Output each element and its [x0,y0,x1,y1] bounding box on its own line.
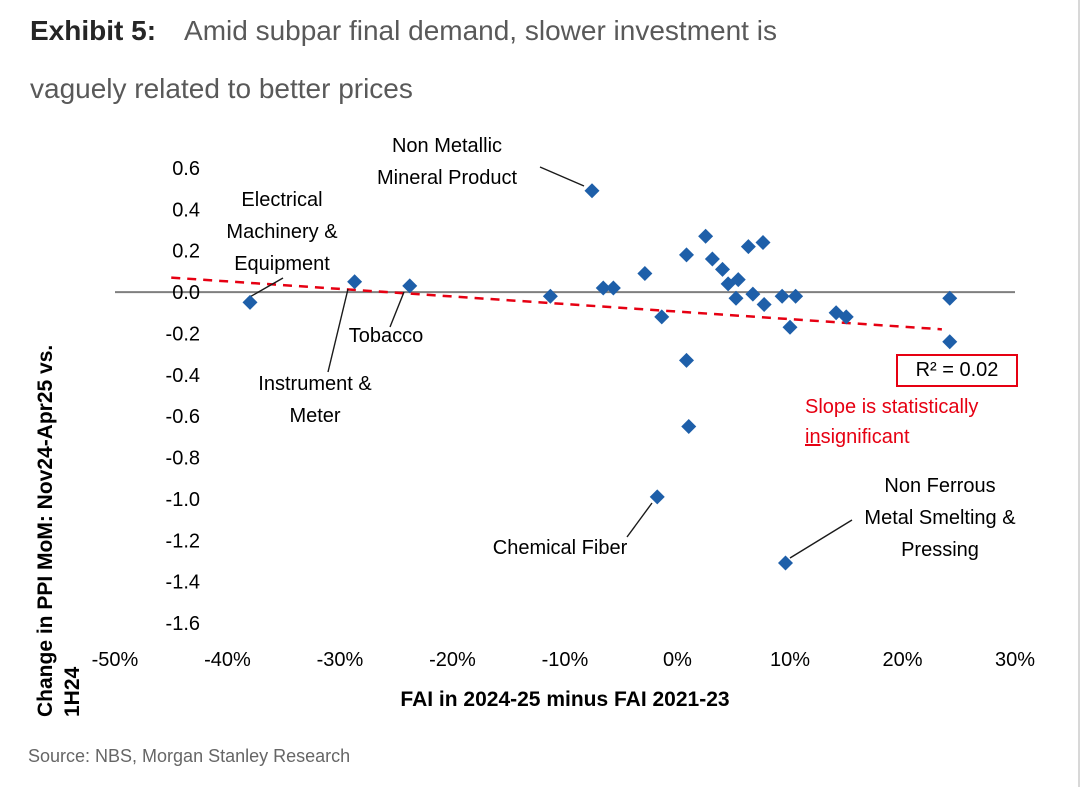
data-point [730,272,746,288]
data-point [704,251,720,267]
data-point [788,288,804,304]
y-tick-label: -1.0 [166,489,200,511]
data-point [782,319,798,335]
data-point [584,183,600,199]
y-tick-label: -0.6 [166,406,200,428]
data-point [728,290,744,306]
data-point [774,288,790,304]
x-tick-label: 20% [882,649,922,671]
x-tick-label: 0% [663,649,692,671]
leader-line [539,166,585,187]
x-tick-label: -30% [317,649,364,671]
slope-note: Slope is statistically insignificant [805,392,978,452]
exhibit-number-label: Exhibit 5: [30,15,157,46]
annotation-electrical-machinery-equipment: Electrical Machinery & Equipment [226,189,338,275]
y-tick-label: -0.8 [166,448,200,470]
data-point [715,261,730,277]
y-tick-label: 0.2 [172,241,200,263]
data-point [942,290,958,306]
data-point [755,234,771,250]
data-point [698,228,714,244]
slope-note-rest: significant [820,426,910,448]
data-point [402,278,418,294]
exhibit-title: Exhibit 5: Amid subpar final demand, slow… [30,2,1040,118]
y-tick-label: -1.4 [166,572,200,594]
y-axis-title: Change in PPI MoM: Nov24-Apr25 vs. 1H24 [34,345,84,717]
leader-line [626,502,653,538]
data-point [756,297,772,312]
x-tick-label: 10% [770,649,810,671]
data-point [605,280,621,296]
r-squared-box: R² = 0.02 [896,354,1018,387]
trend-line [171,276,942,331]
leader-line [789,519,853,559]
x-tick-label: -50% [92,649,139,671]
x-tick-label: 30% [995,649,1035,671]
source-note: Source: NBS, Morgan Stanley Research [28,746,351,766]
data-point [838,309,854,325]
title-line-2: vaguely related to better prices [30,73,413,104]
data-point [778,555,793,571]
data-point [740,239,756,255]
data-point [649,489,665,505]
annotation-non-ferrous-metal-smelting-pressing: Non Ferrous Metal Smelting & Pressing [864,475,1016,561]
slope-note-underlined: in [805,426,821,448]
data-point [942,334,958,350]
y-tick-label: -1.6 [166,613,200,635]
data-point [242,294,258,310]
data-point [637,265,653,281]
leader-line [327,288,349,373]
x-axis-title: FAI in 2024-25 minus FAI 2021-23 [400,688,730,711]
scatter-chart: -50% -40% -30% -20% -10% 0% 10% 20% 30% 0.6 0.4 0.2… [0,120,1080,740]
y-tick-label: 0.6 [172,158,200,180]
data-point [681,419,697,435]
data-point [679,352,694,368]
y-tick-label: 0.0 [172,282,200,304]
annotation-instrument-meter: Instrument & Meter [258,373,372,427]
data-point [347,274,363,290]
leader-line [247,277,284,299]
x-tick-label: -20% [429,649,476,671]
plot-canvas: -50% -40% -30% -20% -10% 0% 10% 20% 30% 0.6 0.4 0.2… [34,158,1035,717]
y-tick-label: -0.4 [166,365,200,387]
y-tick-label: 0.4 [172,199,200,221]
annotation-chemical-fiber: Chemical Fiber [492,537,628,559]
annotation-non-metallic-mineral-product: Non Metallic Mineral Product [376,135,518,189]
annotation-tobacco: Tobacco [348,325,424,347]
slope-note-line1: Slope is statistically [805,396,979,418]
data-point [679,247,694,263]
data-point [745,286,761,302]
data-point [542,288,558,304]
x-tick-label: -10% [542,649,589,671]
title-line-1: Amid subpar final demand, slower investm… [184,15,777,46]
data-point [595,280,611,296]
y-tick-label: -1.2 [166,530,200,552]
x-tick-label: -40% [204,649,251,671]
y-tick-label: -0.2 [166,323,200,345]
data-point [654,309,670,325]
leader-line [389,291,405,328]
